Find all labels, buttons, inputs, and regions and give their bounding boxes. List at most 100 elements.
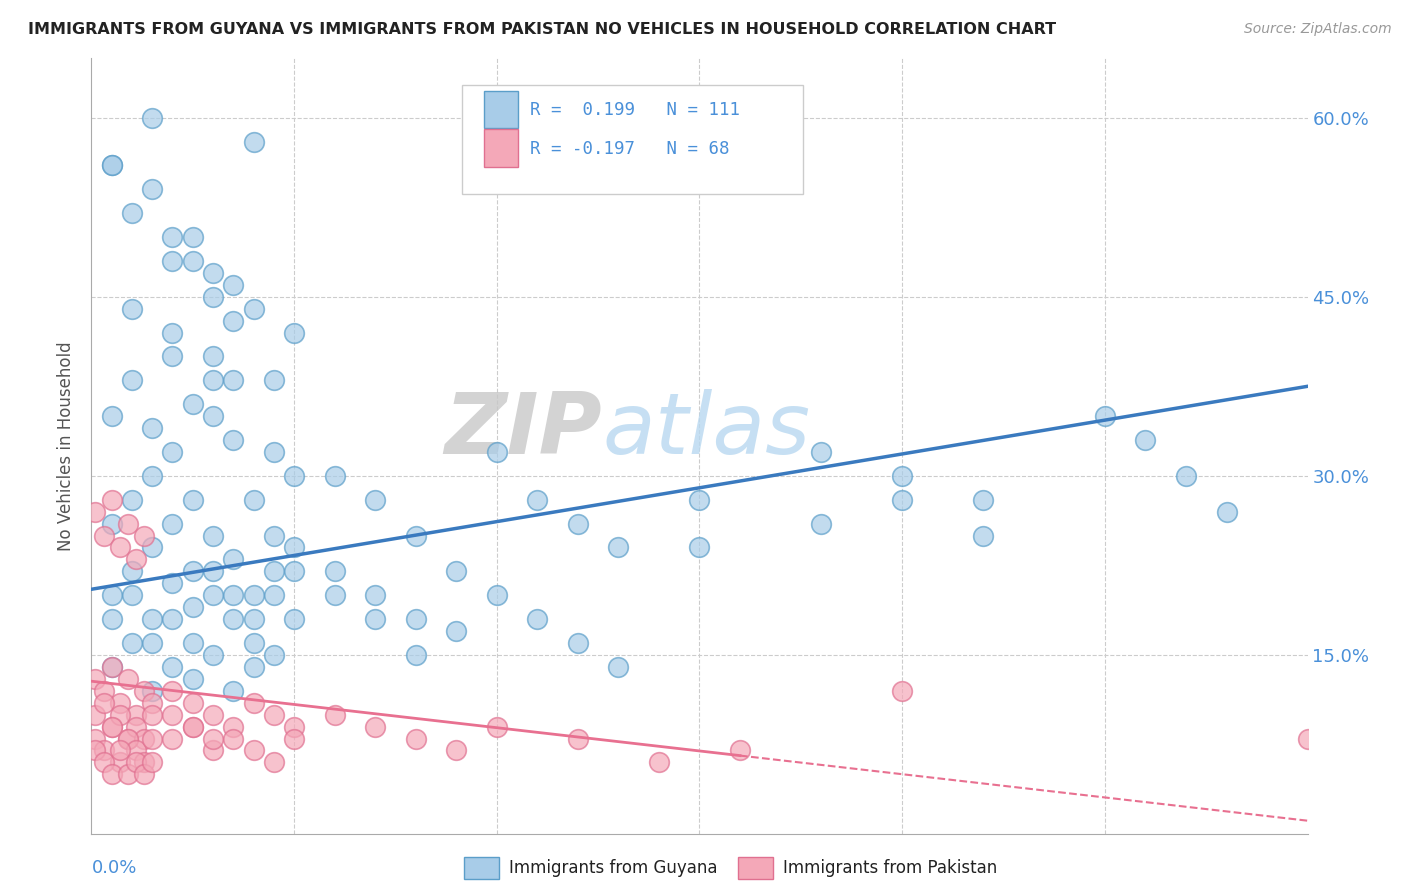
Point: [485, 720, 508, 734]
Point: [283, 720, 305, 734]
Point: [202, 266, 225, 280]
Point: [84, 707, 107, 722]
Point: [132, 528, 155, 542]
Text: ZIP: ZIP: [444, 389, 602, 472]
Point: [141, 731, 163, 746]
Point: [181, 230, 204, 244]
Point: [100, 158, 122, 172]
Point: [242, 492, 264, 507]
Text: atlas: atlas: [602, 389, 810, 472]
Point: [202, 528, 225, 542]
Bar: [484, 91, 519, 128]
Point: [141, 612, 163, 626]
Point: [405, 528, 427, 542]
Point: [242, 660, 264, 674]
Point: [222, 552, 245, 566]
Point: [108, 696, 131, 710]
Point: [84, 505, 107, 519]
Point: [121, 301, 143, 316]
Point: [222, 588, 245, 602]
Point: [108, 743, 131, 757]
Point: [100, 720, 122, 734]
Point: [141, 468, 163, 483]
Point: [263, 588, 285, 602]
Point: [263, 565, 285, 579]
Point: [93, 696, 115, 710]
FancyBboxPatch shape: [463, 85, 803, 194]
Point: [181, 696, 204, 710]
Point: [263, 707, 285, 722]
Point: [141, 707, 163, 722]
Bar: [484, 129, 519, 167]
Text: Source: ZipAtlas.com: Source: ZipAtlas.com: [1244, 22, 1392, 37]
Point: [121, 636, 143, 650]
Point: [263, 373, 285, 387]
Text: R = -0.197   N = 68: R = -0.197 N = 68: [530, 140, 730, 158]
Point: [1094, 409, 1116, 424]
Point: [181, 720, 204, 734]
Point: [364, 612, 387, 626]
Point: [125, 720, 148, 734]
Point: [444, 565, 467, 579]
Point: [810, 445, 832, 459]
Point: [117, 731, 139, 746]
Point: [93, 528, 115, 542]
Point: [100, 158, 122, 172]
Point: [181, 720, 204, 734]
Point: [132, 756, 155, 770]
Point: [1296, 731, 1319, 746]
Y-axis label: No Vehicles in Household: No Vehicles in Household: [58, 341, 76, 551]
Point: [162, 254, 184, 268]
Point: [162, 612, 184, 626]
Point: [202, 409, 225, 424]
Point: [181, 672, 204, 686]
Point: [121, 206, 143, 220]
Point: [125, 552, 148, 566]
Point: [405, 612, 427, 626]
Point: [125, 707, 148, 722]
Point: [121, 373, 143, 387]
Point: [1378, 756, 1400, 770]
Point: [283, 541, 305, 555]
Point: [162, 731, 184, 746]
Text: IMMIGRANTS FROM GUYANA VS IMMIGRANTS FROM PAKISTAN NO VEHICLES IN HOUSEHOLD CORR: IMMIGRANTS FROM GUYANA VS IMMIGRANTS FRO…: [28, 22, 1056, 37]
Point: [162, 707, 184, 722]
Point: [283, 326, 305, 340]
Point: [181, 565, 204, 579]
Point: [222, 720, 245, 734]
Point: [242, 135, 264, 149]
Point: [100, 516, 122, 531]
Point: [323, 588, 346, 602]
Point: [283, 565, 305, 579]
Point: [1135, 433, 1157, 447]
Point: [202, 743, 225, 757]
Point: [100, 660, 122, 674]
Point: [222, 433, 245, 447]
Point: [891, 683, 914, 698]
Point: [364, 720, 387, 734]
Point: [526, 612, 548, 626]
Point: [405, 648, 427, 662]
Point: [100, 720, 122, 734]
Point: [108, 541, 131, 555]
Point: [202, 588, 225, 602]
Point: [202, 373, 225, 387]
Point: [526, 492, 548, 507]
Point: [222, 277, 245, 292]
Point: [263, 445, 285, 459]
Text: R =  0.199   N = 111: R = 0.199 N = 111: [530, 101, 741, 119]
Point: [202, 290, 225, 304]
Point: [323, 565, 346, 579]
Point: [1215, 505, 1237, 519]
Point: [364, 588, 387, 602]
Point: [485, 588, 508, 602]
Point: [323, 468, 346, 483]
Point: [108, 756, 131, 770]
Point: [263, 756, 285, 770]
Point: [607, 541, 630, 555]
Point: [100, 492, 122, 507]
Point: [100, 612, 122, 626]
Point: [283, 731, 305, 746]
Point: [162, 326, 184, 340]
Point: [162, 576, 184, 591]
